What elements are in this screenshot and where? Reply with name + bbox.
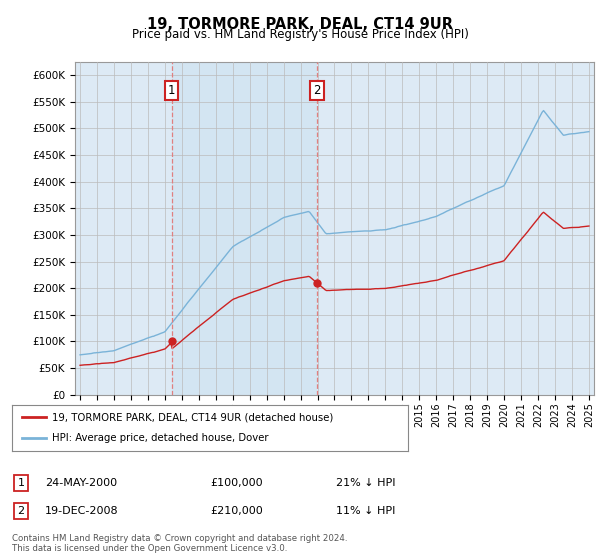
Text: Price paid vs. HM Land Registry's House Price Index (HPI): Price paid vs. HM Land Registry's House … <box>131 28 469 41</box>
Text: 1: 1 <box>17 478 25 488</box>
Text: 19, TORMORE PARK, DEAL, CT14 9UR (detached house): 19, TORMORE PARK, DEAL, CT14 9UR (detach… <box>52 412 333 422</box>
Text: Contains HM Land Registry data © Crown copyright and database right 2024.
This d: Contains HM Land Registry data © Crown c… <box>12 534 347 553</box>
Text: 24-MAY-2000: 24-MAY-2000 <box>45 478 117 488</box>
Text: 21% ↓ HPI: 21% ↓ HPI <box>336 478 395 488</box>
Text: 19, TORMORE PARK, DEAL, CT14 9UR: 19, TORMORE PARK, DEAL, CT14 9UR <box>147 17 453 32</box>
Text: 11% ↓ HPI: 11% ↓ HPI <box>336 506 395 516</box>
Text: £100,000: £100,000 <box>210 478 263 488</box>
Text: 19-DEC-2008: 19-DEC-2008 <box>45 506 119 516</box>
Bar <box>172 62 317 395</box>
Text: 1: 1 <box>168 85 175 97</box>
Text: £210,000: £210,000 <box>210 506 263 516</box>
Text: 2: 2 <box>17 506 25 516</box>
Text: 2: 2 <box>313 85 321 97</box>
Text: HPI: Average price, detached house, Dover: HPI: Average price, detached house, Dove… <box>52 433 268 444</box>
